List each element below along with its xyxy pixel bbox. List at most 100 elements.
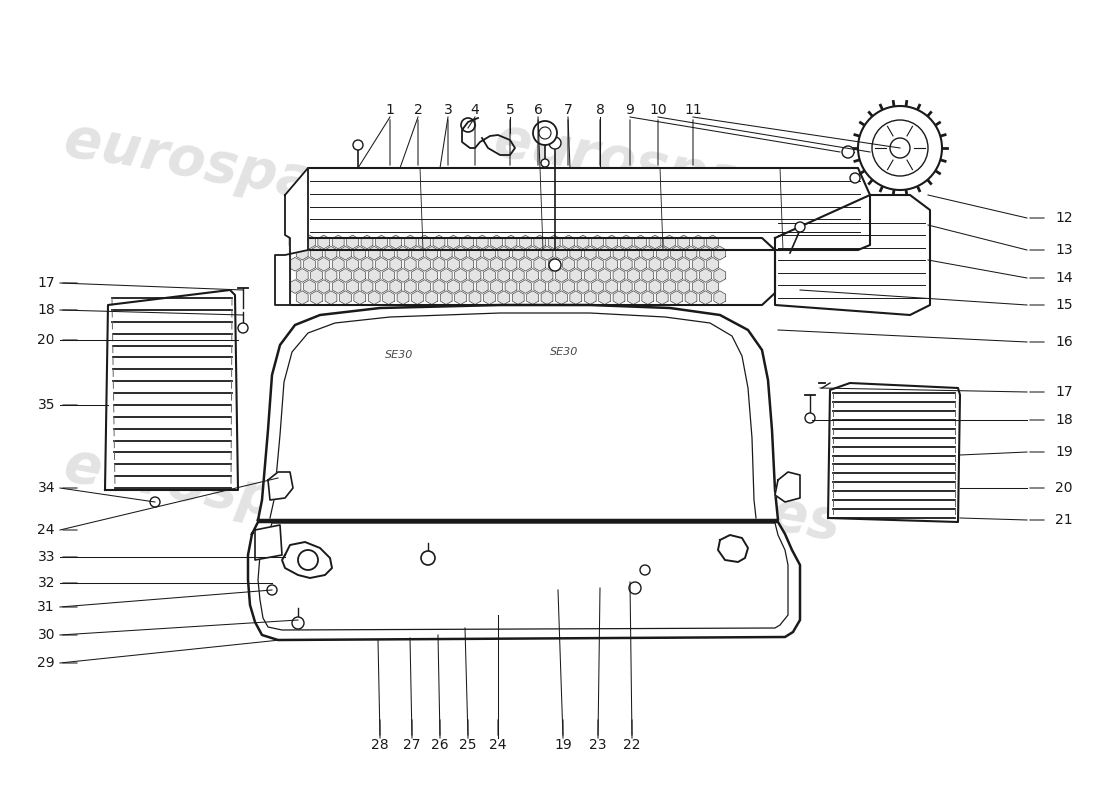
Text: 34: 34 <box>37 481 55 495</box>
Polygon shape <box>649 280 661 294</box>
Polygon shape <box>411 291 424 305</box>
Polygon shape <box>578 280 588 294</box>
Text: 19: 19 <box>1055 445 1072 459</box>
Polygon shape <box>678 235 690 249</box>
Polygon shape <box>361 235 373 249</box>
Polygon shape <box>498 269 509 282</box>
Polygon shape <box>649 235 661 249</box>
Polygon shape <box>310 291 322 305</box>
Text: 6: 6 <box>534 103 542 117</box>
Polygon shape <box>534 280 546 294</box>
Polygon shape <box>657 246 668 260</box>
Circle shape <box>805 413 815 423</box>
Polygon shape <box>692 280 704 294</box>
Text: 31: 31 <box>37 600 55 614</box>
Polygon shape <box>104 290 238 490</box>
Text: 7: 7 <box>563 103 572 117</box>
Polygon shape <box>304 258 316 271</box>
Polygon shape <box>383 291 395 305</box>
Polygon shape <box>375 258 387 271</box>
Polygon shape <box>776 472 800 502</box>
Text: SE30: SE30 <box>550 347 579 357</box>
Polygon shape <box>332 258 344 271</box>
Polygon shape <box>346 258 359 271</box>
Polygon shape <box>556 291 568 305</box>
Text: 17: 17 <box>1055 385 1072 399</box>
Text: 13: 13 <box>1055 243 1072 257</box>
Text: 12: 12 <box>1055 211 1072 225</box>
Polygon shape <box>476 258 488 271</box>
Circle shape <box>353 140 363 150</box>
Polygon shape <box>476 280 488 294</box>
Polygon shape <box>426 246 438 260</box>
Polygon shape <box>440 291 452 305</box>
Polygon shape <box>563 235 574 249</box>
Polygon shape <box>440 246 452 260</box>
Polygon shape <box>578 235 588 249</box>
Polygon shape <box>411 246 424 260</box>
Polygon shape <box>541 246 553 260</box>
Circle shape <box>549 259 561 271</box>
Text: 10: 10 <box>649 103 667 117</box>
Polygon shape <box>290 238 776 305</box>
Polygon shape <box>426 291 438 305</box>
Circle shape <box>850 173 860 183</box>
Polygon shape <box>505 258 517 271</box>
Polygon shape <box>584 291 596 305</box>
Polygon shape <box>657 269 668 282</box>
Polygon shape <box>375 235 387 249</box>
Polygon shape <box>389 258 402 271</box>
Polygon shape <box>361 280 373 294</box>
Polygon shape <box>505 235 517 249</box>
Polygon shape <box>258 305 778 520</box>
Polygon shape <box>419 280 430 294</box>
Polygon shape <box>248 522 800 640</box>
Text: 24: 24 <box>37 523 55 537</box>
Polygon shape <box>397 246 409 260</box>
Polygon shape <box>383 246 395 260</box>
Polygon shape <box>433 235 444 249</box>
Polygon shape <box>505 280 517 294</box>
Polygon shape <box>714 291 726 305</box>
Polygon shape <box>332 235 344 249</box>
Polygon shape <box>469 246 481 260</box>
Polygon shape <box>692 235 704 249</box>
Polygon shape <box>663 235 675 249</box>
Polygon shape <box>389 235 402 249</box>
Text: SE30: SE30 <box>385 350 414 360</box>
Polygon shape <box>548 258 560 271</box>
Polygon shape <box>326 246 337 260</box>
Polygon shape <box>433 280 444 294</box>
Circle shape <box>461 118 475 132</box>
Polygon shape <box>627 269 639 282</box>
Polygon shape <box>620 280 632 294</box>
Text: 29: 29 <box>37 656 55 670</box>
Text: 18: 18 <box>37 303 55 317</box>
Polygon shape <box>519 280 531 294</box>
Polygon shape <box>556 269 568 282</box>
Polygon shape <box>534 235 546 249</box>
Polygon shape <box>828 383 960 522</box>
Polygon shape <box>513 291 524 305</box>
Polygon shape <box>663 280 675 294</box>
Text: eurospares: eurospares <box>490 113 845 227</box>
Polygon shape <box>484 291 495 305</box>
Polygon shape <box>462 258 474 271</box>
Polygon shape <box>397 269 409 282</box>
Text: 23: 23 <box>590 738 607 752</box>
Text: 35: 35 <box>37 398 55 412</box>
Polygon shape <box>563 280 574 294</box>
Text: 8: 8 <box>595 103 604 117</box>
Polygon shape <box>361 258 373 271</box>
Circle shape <box>629 582 641 594</box>
Polygon shape <box>304 235 316 249</box>
Text: eurospares: eurospares <box>60 113 415 227</box>
Polygon shape <box>354 291 365 305</box>
Polygon shape <box>340 246 351 260</box>
Polygon shape <box>685 291 697 305</box>
Polygon shape <box>318 258 330 271</box>
Polygon shape <box>389 280 402 294</box>
Text: 11: 11 <box>684 103 702 117</box>
Polygon shape <box>368 246 381 260</box>
Polygon shape <box>598 291 611 305</box>
